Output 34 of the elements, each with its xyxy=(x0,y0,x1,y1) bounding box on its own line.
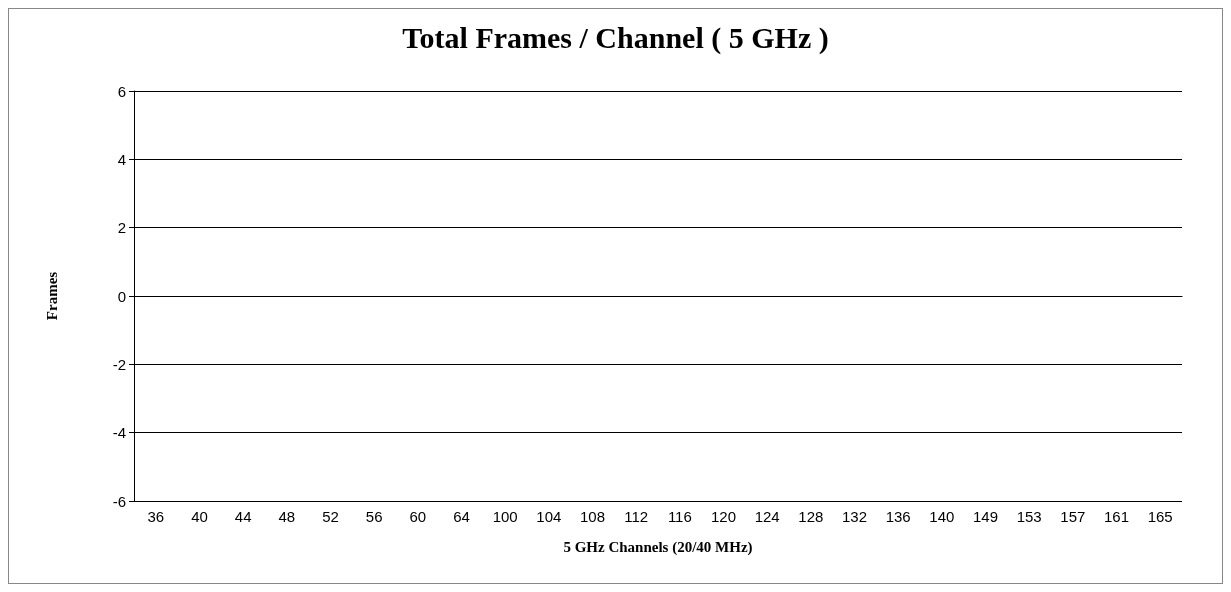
x-tick-label: 36 xyxy=(147,508,165,525)
x-tick-label: 165 xyxy=(1147,508,1173,525)
x-tick-label: 128 xyxy=(798,508,824,525)
x-tick-label: 153 xyxy=(1016,508,1042,525)
y-tick-label: 4 xyxy=(117,150,126,168)
x-tick-label: 132 xyxy=(841,508,868,525)
x-tick-label: 108 xyxy=(579,508,606,525)
x-tick-label: 56 xyxy=(365,508,383,525)
y-tick-label: -4 xyxy=(112,424,126,442)
x-tick-label: 40 xyxy=(191,508,208,525)
y-axis-title: Frames xyxy=(43,271,60,321)
x-tick-label: 100 xyxy=(492,508,518,525)
chart-title: Total Frames / Channel ( 5 GHz ) xyxy=(402,20,829,55)
x-tick-label: 124 xyxy=(754,508,780,525)
x-tick-label: 64 xyxy=(453,508,470,525)
x-axis-title: 5 GHz Channels (20/40 MHz) xyxy=(563,538,753,556)
x-tick-label: 116 xyxy=(667,508,692,525)
x-tick-label: 149 xyxy=(972,508,999,525)
x-tick-label: 112 xyxy=(624,508,649,525)
x-tick-label: 120 xyxy=(710,508,737,525)
x-tick-label: 161 xyxy=(1103,508,1130,525)
x-tick-label: 136 xyxy=(885,508,911,525)
x-tick-label: 60 xyxy=(409,508,427,525)
x-tick-label: 140 xyxy=(929,508,955,525)
y-tick-label: -2 xyxy=(112,355,126,373)
x-tick-label: 52 xyxy=(322,508,339,525)
y-tick-label: 0 xyxy=(117,287,126,305)
y-tick-label: -6 xyxy=(112,492,126,510)
x-tick-label: 48 xyxy=(278,508,296,525)
x-tick-label: 44 xyxy=(234,508,252,525)
x-tick-label: 157 xyxy=(1060,508,1086,525)
x-tick-label: 104 xyxy=(536,508,562,525)
y-tick-label: 2 xyxy=(117,219,126,237)
y-tick-label: 6 xyxy=(117,82,126,100)
